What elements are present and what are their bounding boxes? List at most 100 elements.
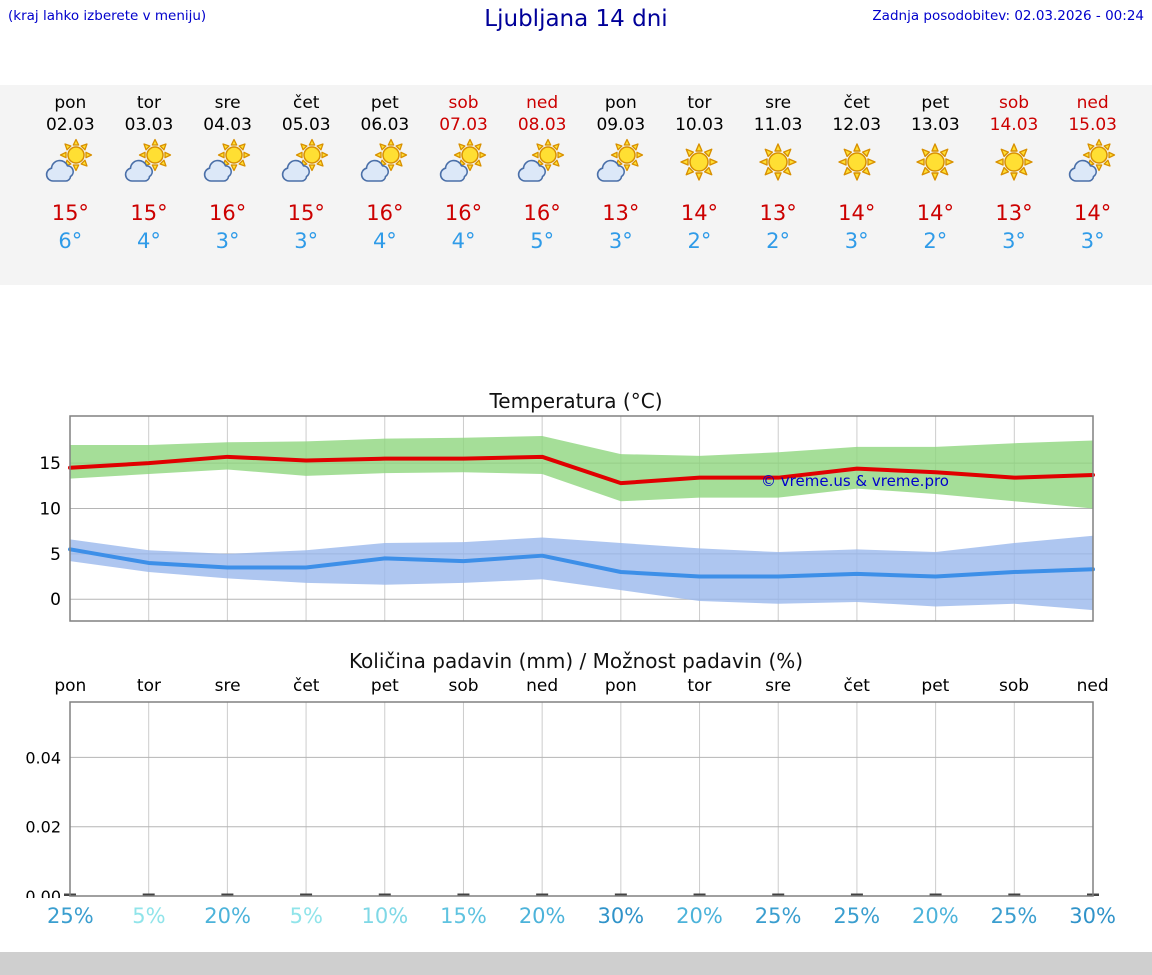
min-range-band: [70, 535, 1093, 611]
forecast-row: pon 02.03 15° 6° tor 03.03 15° 4° sre 04.03 16° 3° č…: [31, 92, 1132, 254]
precip-probability: 5%: [132, 904, 166, 928]
temp-ytick-label: 5: [50, 545, 61, 565]
precip-ytick-label: 0.02: [25, 818, 61, 837]
day-weather-icon: [31, 138, 110, 186]
precip-bar: [457, 893, 470, 896]
day-high-temp: 16°: [208, 201, 247, 225]
day-date: 03.03: [124, 115, 174, 135]
day-weather-icon: [503, 138, 582, 186]
day-high-temp: 16°: [366, 201, 404, 225]
day-weather-icon: [424, 138, 503, 186]
day-date: 09.03: [596, 115, 646, 135]
precip-probability: 5%: [289, 904, 323, 928]
sun-icon: [995, 143, 1033, 181]
day-date: 14.03: [989, 115, 1039, 135]
sun-cloud-icon: [203, 138, 250, 182]
day-high-temp: 15°: [51, 201, 89, 225]
max-temp-line: [68, 454, 1095, 486]
day-weather-icon: [739, 138, 818, 186]
precip-day-label: sre: [765, 676, 792, 696]
sun-cloud-icon: [439, 138, 486, 182]
day-date: 02.03: [45, 115, 95, 135]
day-high-temp: 14°: [838, 201, 876, 225]
precip-bar: [142, 893, 155, 896]
day-weather-icon: [896, 138, 975, 186]
day-date: 13.03: [911, 115, 960, 135]
precip-ytick-label: 0.00: [25, 887, 61, 898]
day-name: pon: [54, 93, 87, 113]
day-name: pon: [604, 93, 637, 113]
day-date: 04.03: [203, 115, 252, 135]
day-name: pet: [921, 93, 950, 113]
day-low-temp: 4°: [137, 229, 161, 253]
precip-day-label: sob: [448, 676, 479, 696]
day-date: 10.03: [675, 115, 724, 135]
precip-bar: [378, 893, 391, 896]
day-name: sre: [214, 93, 241, 113]
sun-cloud-icon: [360, 138, 408, 182]
day-name: sob: [998, 93, 1030, 113]
forecast-day: čet 12.03 14° 3°: [817, 92, 896, 254]
precip-day-label: pet: [370, 676, 399, 696]
precipitation-chart-title: Količina padavin (mm) / Možnost padavin …: [348, 649, 804, 673]
day-weather-icon: [267, 138, 346, 186]
precip-probability: 25%: [754, 904, 802, 928]
precip-bar: [929, 893, 942, 896]
day-high-temp: 13°: [602, 201, 640, 225]
sun-cloud-icon: [46, 138, 93, 182]
day-weather-icon: [188, 138, 267, 186]
forecast-day: ned 08.03 16° 5°: [503, 92, 582, 254]
forecast-day: sre 11.03 13° 2°: [739, 92, 818, 254]
last-update: Zadnja posodobitev: 02.03.2026 - 00:24: [872, 8, 1144, 24]
day-date: 08.03: [517, 115, 567, 135]
day-high-temp: 14°: [1074, 201, 1112, 225]
footer-bar: [0, 952, 1152, 975]
precip-probability: 20%: [518, 904, 566, 928]
day-low-temp: 3°: [844, 229, 869, 253]
precip-bar: [693, 893, 706, 896]
precip-day-label: čet: [843, 676, 870, 696]
precip-bar: [614, 893, 627, 896]
sun-icon: [916, 143, 955, 181]
day-name: pet: [370, 93, 399, 113]
day-weather-icon: [581, 138, 660, 186]
day-name: tor: [136, 93, 161, 113]
forecast-day: pon 02.03 15° 6°: [31, 92, 110, 254]
temperature-chart: 15 10 5 0 © vreme.us & vreme.pro: [39, 415, 1095, 622]
precip-probability: 25%: [46, 904, 94, 928]
forecast-strip: pon 02.03 15° 6° tor 03.03 15° 4° sre 04.03 16° 3° č…: [0, 85, 1152, 285]
precip-probability: 20%: [676, 904, 723, 928]
sun-cloud-icon: [1068, 138, 1115, 182]
precip-probability: 30%: [1069, 904, 1116, 928]
precip-day-label: ned: [526, 676, 559, 696]
page-title: Ljubljana 14 dni: [484, 6, 668, 32]
day-low-temp: 3°: [1002, 229, 1026, 253]
precip-probability: 30%: [597, 904, 645, 928]
forecast-day: pet 06.03 16° 4°: [346, 92, 425, 254]
forecast-day: sob 07.03 16° 4°: [424, 92, 503, 254]
day-weather-icon: [1053, 138, 1132, 186]
watermark-link[interactable]: © vreme.us & vreme.pro: [761, 472, 949, 490]
precip-probability: 25%: [990, 904, 1038, 928]
day-high-temp: 16°: [523, 201, 561, 225]
sun-icon: [838, 143, 876, 181]
precip-probability: 20%: [204, 904, 251, 928]
day-name: sob: [448, 93, 479, 113]
precip-bar: [300, 893, 313, 896]
day-high-temp: 15°: [287, 201, 325, 225]
day-weather-icon: [346, 138, 425, 186]
temperature-chart-title: Temperatura (°C): [489, 389, 663, 413]
day-name: čet: [843, 93, 870, 113]
header: (kraj lahko izberete v meniju) Ljubljana…: [0, 0, 1152, 85]
temp-ytick-label: 10: [39, 500, 61, 520]
precip-day-label: pon: [54, 676, 87, 696]
day-low-temp: 2°: [923, 229, 948, 253]
day-name: čet: [293, 93, 320, 113]
day-low-temp: 3°: [608, 229, 633, 253]
precip-probabilities: 25% 5% 20% 5% 10% 15% 20% 30% 20% 25% 25% 20% 25% 30%: [31, 904, 1132, 932]
day-high-temp: 13°: [995, 201, 1033, 225]
precip-day-label: tor: [687, 676, 712, 696]
day-date: 06.03: [360, 115, 410, 135]
precip-day-label: čet: [293, 676, 320, 696]
